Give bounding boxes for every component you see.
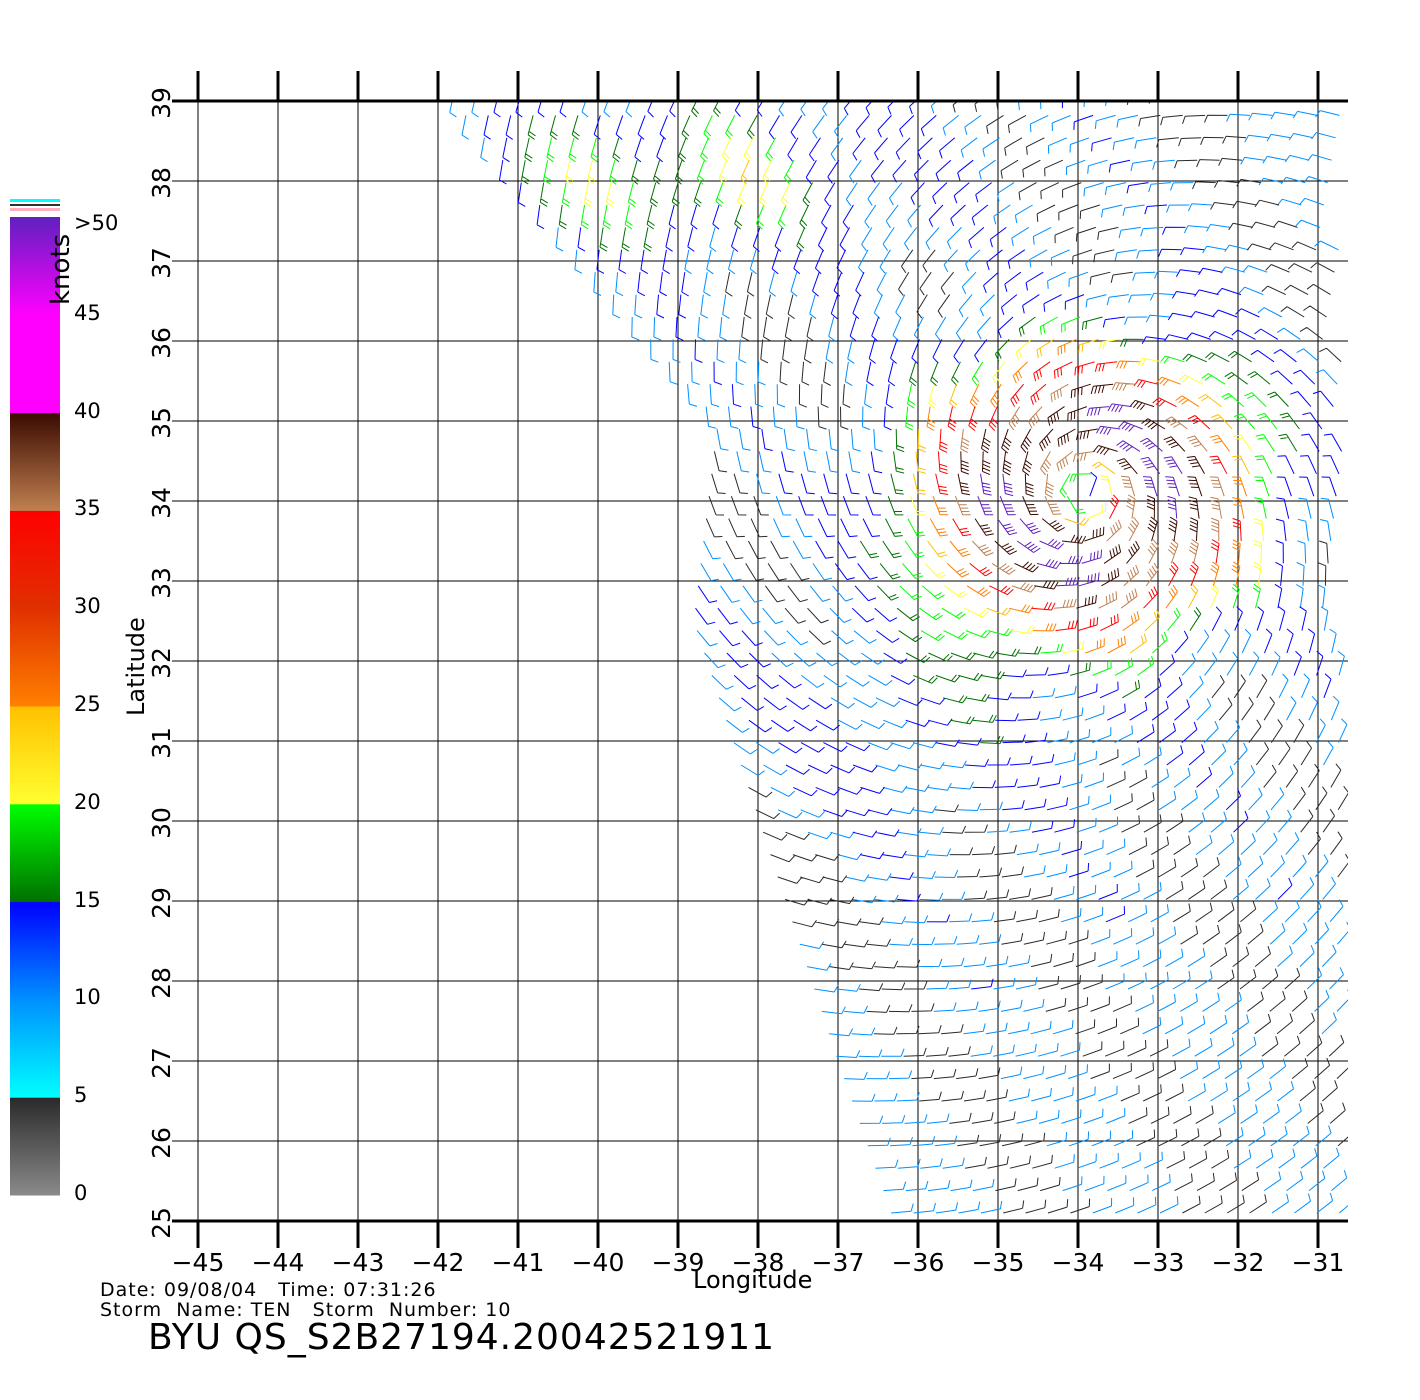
barb-group [521, 101, 1300, 745]
lat-tick-label: 39 [147, 87, 176, 119]
colorbar-segment [10, 803, 60, 903]
barb-group [954, 382, 1225, 609]
lat-tick-label: 27 [147, 1047, 176, 1079]
barb-group [543, 115, 1278, 676]
colorbar-tick-label: 30 [74, 594, 101, 619]
colorbar-tick-label: >50 [74, 211, 119, 235]
lon-tick-label: −34 [1052, 1248, 1105, 1277]
colorbar-tick-label: 20 [74, 789, 101, 814]
colorbar-tick-label: 35 [74, 496, 101, 521]
colorbar-unit-label: knots [46, 233, 76, 305]
lat-tick-label: 34 [147, 487, 176, 519]
barb-group [705, 101, 1348, 1214]
colorbar-segment [10, 1097, 60, 1196]
colorbar-scale [10, 199, 60, 1196]
lat-tick-label: 38 [147, 167, 176, 199]
product-title: BYU QS_S2B27194.20042521911 [148, 1317, 776, 1358]
lat-tick-label: 29 [147, 887, 176, 919]
lon-tick-label: −37 [812, 1248, 865, 1277]
barb-group [740, 159, 1250, 654]
y-axis-title: Latitude [122, 617, 150, 716]
barb-group [926, 338, 1248, 654]
barb-group [483, 101, 1343, 990]
colorbar-top-stripe [10, 208, 60, 211]
lat-tick-label: 25 [147, 1207, 176, 1239]
colorbar-segment [10, 901, 60, 1000]
lat-tick-label: 31 [147, 727, 176, 759]
lat-tick-label: 33 [147, 567, 176, 599]
barb-group [957, 383, 1205, 609]
map-axes: −45 −44 −43 −42 −41 −40 −39 −38 −37 −36 −35 −34 −33−… [147, 71, 1348, 1277]
lat-tick-label: 28 [147, 967, 176, 999]
colorbar-tick-label: 25 [74, 692, 101, 716]
barb-group [449, 101, 1348, 1214]
storm-info-line: Storm Name: TEN Storm Number: 10 [100, 1299, 512, 1321]
lon-tick-label: −41 [492, 1248, 545, 1277]
colorbar-segment [10, 706, 60, 805]
lon-tick-label: −44 [252, 1248, 305, 1277]
lon-tick-label: −38 [732, 1248, 785, 1277]
colorbar-segment [10, 412, 60, 511]
colorbar-tick-label: 0 [74, 1181, 88, 1205]
grid-lines [172, 71, 1348, 1248]
colorbar-tick-label: 10 [74, 985, 101, 1010]
lat-tick-label: 26 [147, 1127, 176, 1159]
lon-tick-label: −45 [172, 1248, 225, 1277]
colorbar-top-stripe [10, 199, 60, 202]
lon-tick-label: −40 [572, 1248, 625, 1277]
colorbar-tick-label: 45 [74, 300, 101, 325]
wind-barbs [449, 101, 1348, 1214]
date-time-line: Date: 09/08/04 Time: 07:31:26 [100, 1279, 437, 1301]
lon-tick-label: −42 [412, 1248, 465, 1277]
barb-group [935, 361, 1242, 632]
x-axis-title: Longitude [693, 1266, 813, 1294]
colorbar-tick-label: 5 [74, 1083, 88, 1108]
colorbar-segment [10, 999, 60, 1098]
lat-tick-label: 37 [147, 247, 176, 279]
lon-tick-label: −35 [972, 1248, 1025, 1277]
lat-tick-label: 30 [147, 807, 176, 839]
lon-tick-label: −36 [892, 1248, 945, 1277]
lon-tick-label: −31 [1292, 1248, 1345, 1277]
lon-tick-label: −39 [652, 1248, 705, 1277]
barb-group [565, 137, 1265, 654]
colorbar-tick-label: 15 [74, 887, 101, 912]
colorbar-top-stripe [10, 204, 60, 206]
barb-group [977, 403, 1183, 587]
colorbar-segment [10, 510, 60, 609]
colorbar-segment [10, 608, 60, 707]
colorbar-segment [10, 314, 60, 414]
colorbar-tick-label: 40 [74, 398, 101, 423]
lat-tick-label: 35 [147, 407, 176, 439]
lon-tick-label: −43 [332, 1248, 385, 1277]
wind-speed-colorbar: knots 0 5 10 15 20 25 30 35 40 45 >50 [10, 195, 120, 1205]
lon-tick-label: −32 [1212, 1248, 1265, 1277]
lon-tick-label: −33 [1132, 1248, 1185, 1277]
lat-tick-label: 36 [147, 327, 176, 359]
colorbar-segment [10, 217, 60, 316]
lat-tick-label: 32 [147, 647, 176, 679]
